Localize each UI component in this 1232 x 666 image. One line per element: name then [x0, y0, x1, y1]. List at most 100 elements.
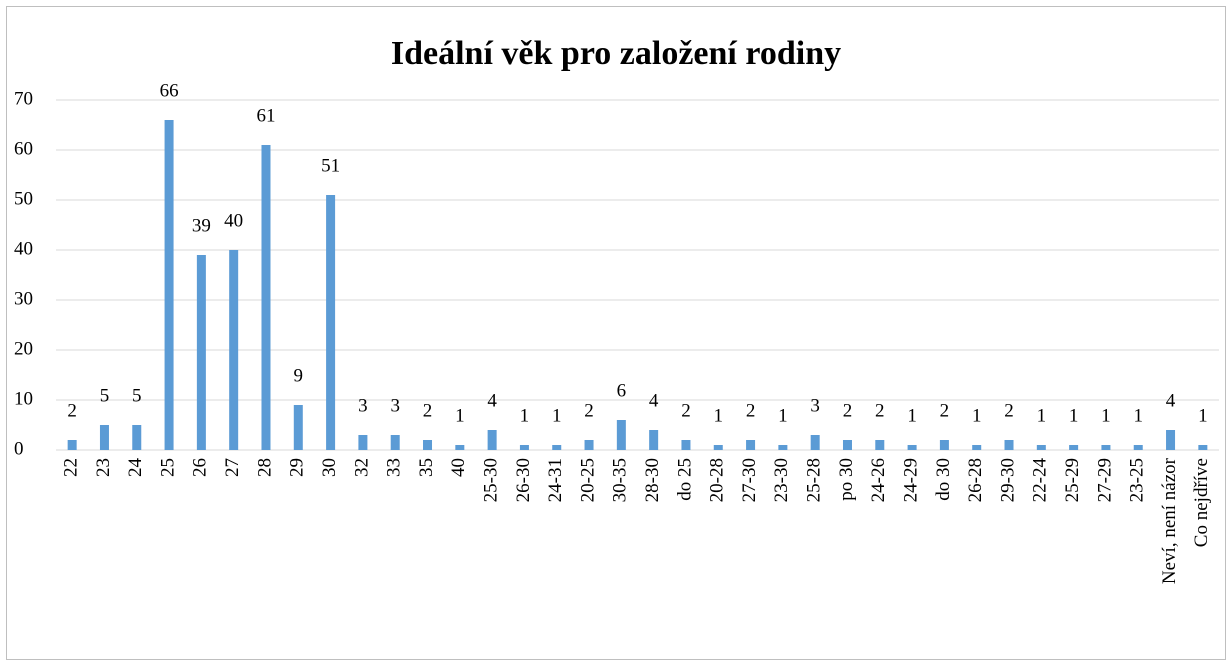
data-label: 1	[1133, 405, 1143, 426]
x-tick-label: do 30	[933, 458, 954, 501]
data-label: 51	[321, 155, 340, 176]
bar	[358, 435, 368, 450]
data-label: 2	[843, 400, 853, 421]
data-label: 4	[1166, 390, 1176, 411]
x-tick-label: 30-35	[610, 458, 631, 502]
x-tick-label: 22-24	[1030, 458, 1051, 503]
data-label: 1	[455, 405, 465, 426]
bar	[261, 145, 271, 450]
bar	[842, 440, 852, 450]
x-tick-label: 23	[93, 458, 114, 477]
data-label: 5	[100, 385, 110, 406]
x-tick-label: 20-25	[577, 458, 598, 502]
bar	[1198, 445, 1208, 450]
data-label: 1	[520, 405, 530, 426]
x-tick-label: 33	[384, 458, 405, 477]
x-tick-label: po 30	[836, 458, 857, 501]
bar	[164, 120, 174, 450]
bar	[907, 445, 917, 450]
x-tick-label: 20-28	[707, 458, 728, 502]
x-tick-label: 25-29	[1062, 458, 1083, 502]
x-tick-label: 23-30	[771, 458, 792, 502]
x-tick-label: 29-30	[997, 458, 1018, 502]
bar	[1036, 445, 1046, 450]
x-tick-label: 22	[61, 458, 82, 477]
bar	[67, 440, 77, 450]
chart-border	[6, 6, 1226, 660]
x-tick-label: 26-30	[513, 458, 534, 502]
x-tick-label: 40	[448, 458, 469, 477]
x-tick-label: do 25	[674, 458, 695, 501]
bar	[293, 405, 303, 450]
data-label: 2	[67, 400, 77, 421]
bar	[778, 445, 788, 450]
x-tick-label: 32	[351, 458, 372, 477]
bar	[584, 440, 594, 450]
bar	[132, 425, 142, 450]
data-label: 5	[132, 385, 142, 406]
data-label: 1	[1101, 405, 1111, 426]
x-tick-label: 24-31	[545, 458, 566, 502]
data-label: 1	[972, 405, 982, 426]
data-label: 2	[940, 400, 950, 421]
data-label: 1	[1198, 405, 1208, 426]
data-label: 2	[681, 400, 691, 421]
data-label: 3	[390, 395, 400, 416]
data-label: 1	[907, 405, 917, 426]
x-tick-label: 24	[125, 458, 146, 478]
bar	[229, 250, 239, 450]
y-tick-label: 60	[14, 138, 33, 159]
data-label: 2	[875, 400, 885, 421]
y-tick-label: 0	[14, 438, 24, 459]
data-label: 2	[1004, 400, 1014, 421]
x-tick-label: 27-30	[739, 458, 760, 502]
y-tick-label: 70	[14, 88, 33, 109]
bar	[810, 435, 820, 450]
bar	[1133, 445, 1143, 450]
bar	[487, 430, 497, 450]
data-label: 4	[649, 390, 659, 411]
bar	[1101, 445, 1111, 450]
bar	[939, 440, 949, 450]
bar	[196, 255, 206, 450]
data-label: 1	[778, 405, 788, 426]
x-tick-label: Neví, není názor	[1159, 457, 1180, 584]
data-label: 9	[294, 365, 304, 386]
data-label: 2	[584, 400, 594, 421]
x-tick-label: 27	[222, 458, 243, 477]
data-label: 2	[423, 400, 433, 421]
y-tick-label: 10	[14, 388, 33, 409]
bar	[423, 440, 433, 450]
x-tick-label: 26-28	[965, 458, 986, 502]
x-tick-label: Co nejdříve	[1191, 458, 1212, 547]
x-tick-label: 28-30	[642, 458, 663, 502]
x-tick-label: 24-29	[900, 458, 921, 502]
bar	[326, 195, 336, 450]
x-tick-label: 23-25	[1127, 458, 1148, 502]
bar	[455, 445, 465, 450]
y-tick-label: 50	[14, 188, 33, 209]
y-tick-label: 40	[14, 238, 33, 259]
data-label: 66	[160, 80, 179, 101]
bar	[649, 430, 659, 450]
x-tick-label: 25	[157, 458, 178, 477]
x-tick-label: 26	[190, 458, 211, 477]
x-tick-label: 27-29	[1094, 458, 1115, 502]
x-tick-label: 35	[416, 458, 437, 477]
y-tick-label: 30	[14, 288, 33, 309]
data-label: 1	[552, 405, 562, 426]
bar	[1004, 440, 1014, 450]
bar	[1069, 445, 1079, 450]
x-tick-label: 29	[287, 458, 308, 477]
bar	[713, 445, 723, 450]
bar	[552, 445, 562, 450]
bar	[519, 445, 529, 450]
data-label: 2	[746, 400, 756, 421]
bar	[681, 440, 691, 450]
x-tick-label: 25-30	[480, 458, 501, 502]
x-tick-label: 28	[254, 458, 275, 477]
data-label: 61	[256, 105, 275, 126]
data-label: 3	[810, 395, 820, 416]
bar	[616, 420, 626, 450]
